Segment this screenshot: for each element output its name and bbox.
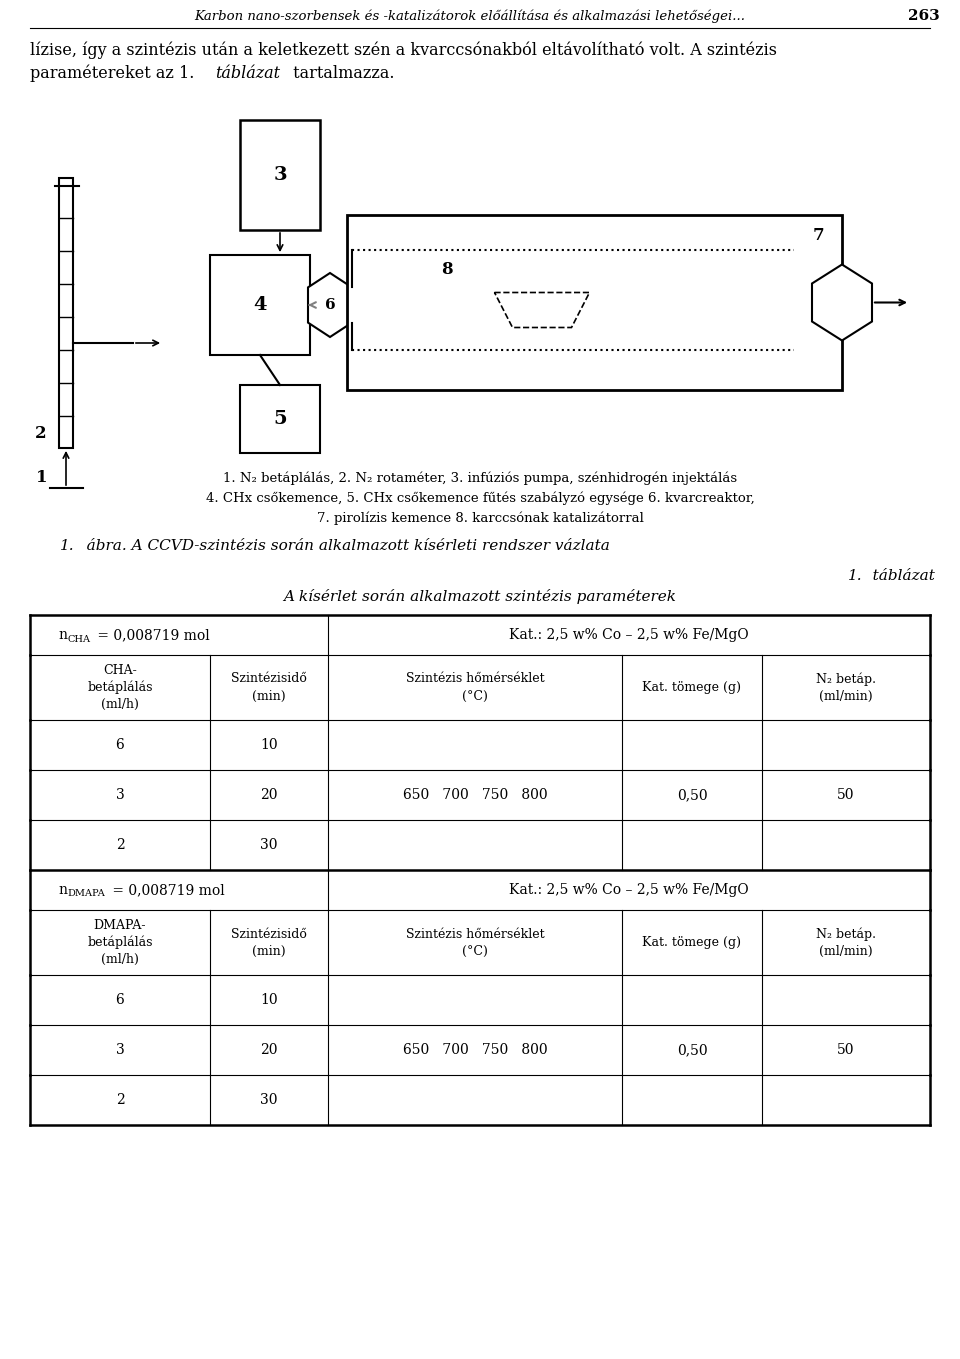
Text: 20: 20 — [260, 788, 277, 802]
Bar — [347, 215, 842, 390]
Text: 3: 3 — [274, 166, 287, 183]
Text: = 0,008719 mol: = 0,008719 mol — [108, 883, 225, 897]
Text: tartalmazza.: tartalmazza. — [288, 64, 395, 82]
Text: 0,50: 0,50 — [677, 1042, 708, 1057]
Text: Kat. tömege (g): Kat. tömege (g) — [642, 681, 741, 694]
Polygon shape — [308, 273, 352, 337]
Text: 5: 5 — [274, 410, 287, 428]
Text: Karbon nano-szorbensek és -katalizátorok előállítása és alkalmazási lehetőségei.: Karbon nano-szorbensek és -katalizátorok… — [195, 10, 746, 23]
Text: N₂ betáp.
(ml/min): N₂ betáp. (ml/min) — [816, 673, 876, 703]
Text: táblázat: táblázat — [215, 64, 280, 82]
Text: Szintézis hőmérséklet
(°C): Szintézis hőmérséklet (°C) — [406, 673, 544, 703]
Text: 650   700   750   800: 650 700 750 800 — [402, 788, 547, 802]
Text: 1: 1 — [36, 469, 47, 487]
Text: 10: 10 — [260, 993, 277, 1007]
Text: 50: 50 — [837, 788, 854, 802]
Text: 10: 10 — [260, 738, 277, 752]
Text: 7: 7 — [812, 227, 824, 243]
Text: 7. pirolízis kemence 8. karccsónak katalizátorral: 7. pirolízis kemence 8. karccsónak katal… — [317, 511, 643, 525]
Bar — [240, 120, 320, 230]
Text: 20: 20 — [260, 1042, 277, 1057]
Bar — [240, 385, 320, 453]
Polygon shape — [812, 265, 872, 341]
Text: 1. N₂ betáplálás, 2. N₂ rotaméter, 3. infúziós pumpa, szénhidrogén injektálás: 1. N₂ betáplálás, 2. N₂ rotaméter, 3. in… — [223, 472, 737, 485]
Text: CHA: CHA — [67, 635, 90, 644]
Text: Szintézis hőmérséklet
(°C): Szintézis hőmérséklet (°C) — [406, 927, 544, 958]
Text: ábra. A CCVD-szintézis során alkalmazott kísérleti rendszer vázlata: ábra. A CCVD-szintézis során alkalmazott… — [72, 540, 610, 553]
Text: = 0,008719 mol: = 0,008719 mol — [93, 628, 209, 641]
Text: 3: 3 — [115, 1042, 125, 1057]
Text: 2: 2 — [115, 839, 125, 852]
Text: Kat.: 2,5 w% Co – 2,5 w% Fe/MgO: Kat.: 2,5 w% Co – 2,5 w% Fe/MgO — [509, 628, 749, 641]
Text: 1.: 1. — [60, 540, 75, 553]
Text: 2: 2 — [115, 1093, 125, 1108]
Text: 6: 6 — [324, 298, 335, 313]
Text: n: n — [58, 883, 67, 897]
Text: 50: 50 — [837, 1042, 854, 1057]
Bar — [210, 255, 310, 355]
Text: CHA-
betáplálás
(ml/h): CHA- betáplálás (ml/h) — [87, 663, 153, 711]
Text: paramétereket az 1.: paramétereket az 1. — [30, 64, 200, 82]
Text: 2: 2 — [36, 424, 47, 442]
Text: 0,50: 0,50 — [677, 788, 708, 802]
Text: 4. CHx csőkemence, 5. CHx csőkemence fűtés szabályzó egysége 6. kvarcreaktor,: 4. CHx csőkemence, 5. CHx csőkemence fűt… — [205, 491, 755, 504]
Text: Szintézisidő
(min): Szintézisidő (min) — [231, 673, 307, 703]
Text: 8: 8 — [442, 261, 453, 279]
Text: 3: 3 — [115, 788, 125, 802]
Text: Szintézisidő
(min): Szintézisidő (min) — [231, 927, 307, 958]
Text: DMAPA-
betáplálás
(ml/h): DMAPA- betáplálás (ml/h) — [87, 919, 153, 966]
Text: DMAPA: DMAPA — [67, 890, 105, 898]
Bar — [59, 178, 73, 448]
Text: 4: 4 — [253, 296, 267, 314]
Text: 6: 6 — [115, 993, 125, 1007]
Text: 30: 30 — [260, 839, 277, 852]
Text: táblázat: táblázat — [858, 569, 935, 583]
Text: 6: 6 — [115, 738, 125, 752]
Text: Kat.: 2,5 w% Co – 2,5 w% Fe/MgO: Kat.: 2,5 w% Co – 2,5 w% Fe/MgO — [509, 883, 749, 897]
Text: A kísérlet során alkalmazott szintézis paraméterek: A kísérlet során alkalmazott szintézis p… — [283, 590, 677, 605]
Text: Kat. tömege (g): Kat. tömege (g) — [642, 936, 741, 949]
Text: 263: 263 — [908, 10, 940, 23]
Text: lízise, így a szintézis után a keletkezett szén a kvarccsónakból eltávolítható v: lízise, így a szintézis után a keletkeze… — [30, 41, 777, 58]
Text: n: n — [58, 628, 67, 641]
Text: 30: 30 — [260, 1093, 277, 1108]
Text: N₂ betáp.
(ml/min): N₂ betáp. (ml/min) — [816, 927, 876, 958]
Text: 650   700   750   800: 650 700 750 800 — [402, 1042, 547, 1057]
Text: 1.: 1. — [848, 569, 863, 583]
